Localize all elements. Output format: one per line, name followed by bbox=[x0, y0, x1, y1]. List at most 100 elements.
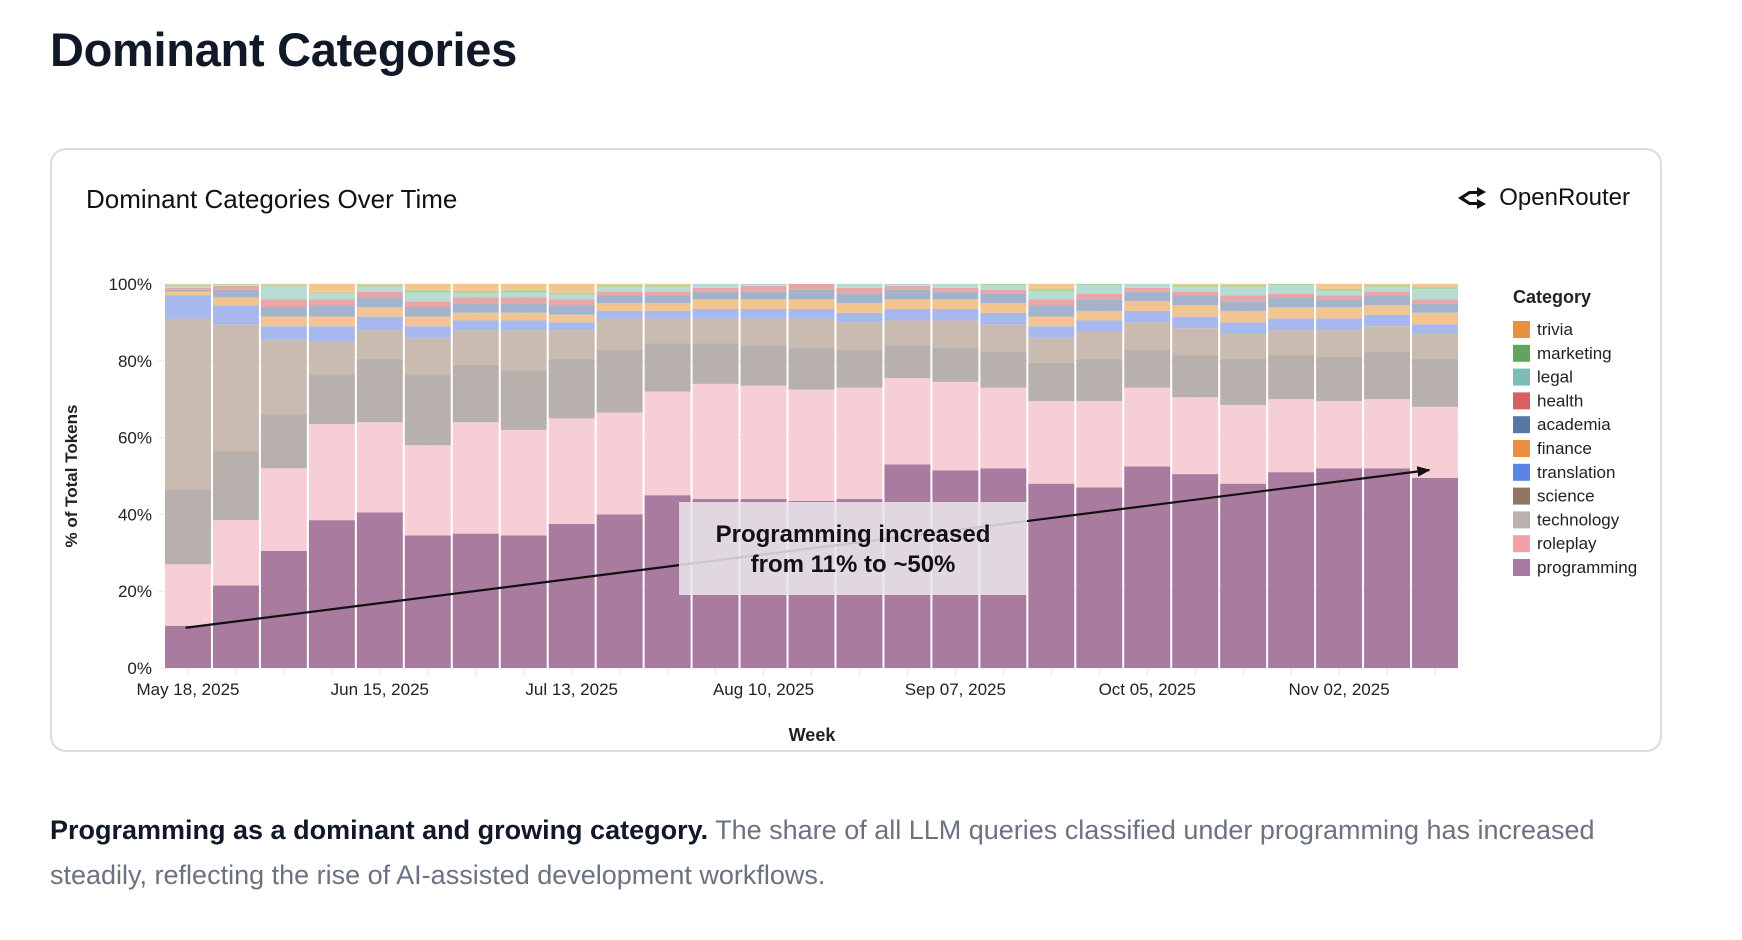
bar-stack bbox=[692, 284, 739, 668]
bar-segment-trivia bbox=[356, 284, 403, 285]
bar-segment-finance bbox=[356, 307, 403, 317]
bar-segment-academia bbox=[356, 297, 403, 308]
bar-segment-technology bbox=[212, 451, 259, 521]
bar-segment-science bbox=[212, 324, 259, 452]
annotation-box bbox=[679, 502, 1027, 595]
bar-stack bbox=[644, 284, 691, 668]
bar-stack bbox=[980, 284, 1027, 668]
bar-segment-roleplay bbox=[356, 422, 403, 513]
bar-stack bbox=[1172, 284, 1219, 668]
bar-segment-technology bbox=[1124, 349, 1171, 388]
bar-segment-finance bbox=[1172, 305, 1219, 317]
bar-segment-translation bbox=[836, 312, 883, 323]
bar-stack bbox=[884, 284, 931, 668]
bar-segment-science bbox=[836, 322, 883, 350]
bar-segment-roleplay bbox=[1124, 387, 1171, 467]
bar-segment-technology bbox=[452, 364, 499, 423]
bar-segment-academia bbox=[596, 295, 643, 304]
y-tick-label: 100% bbox=[109, 275, 152, 294]
bar-segment-finance bbox=[212, 297, 259, 306]
bar-segment-marketing bbox=[165, 284, 211, 286]
bar-stack bbox=[404, 284, 451, 668]
bar-segment-trivia bbox=[1412, 284, 1458, 286]
bar-segment-technology bbox=[1268, 355, 1315, 400]
annotation: Programming increased from 11% to ~50% bbox=[185, 466, 1431, 629]
bar-segment-academia bbox=[788, 289, 835, 300]
bar-segment-trivia bbox=[548, 291, 595, 293]
bar-segment-marketing bbox=[308, 292, 355, 294]
bar-segment-finance bbox=[404, 316, 451, 327]
bar-segment-academia bbox=[500, 303, 547, 313]
bar-segment-marketing bbox=[452, 290, 499, 293]
bar-segment-trivia bbox=[1220, 284, 1267, 286]
bar-segment-science bbox=[1028, 337, 1075, 363]
bar-segment-roleplay bbox=[644, 391, 691, 496]
bar-segment-trivia bbox=[596, 284, 643, 286]
y-tick-label: 60% bbox=[118, 429, 152, 448]
bar-segment-health bbox=[980, 289, 1027, 294]
annotation-text-line2: from 11% to ~50% bbox=[751, 551, 956, 578]
bar-segment-translation bbox=[404, 326, 451, 338]
bar-segment-programming bbox=[596, 514, 643, 668]
bar-segment-programming bbox=[1412, 477, 1458, 668]
bar-segment-science bbox=[500, 330, 547, 371]
legend-item-programming: programming bbox=[1513, 558, 1637, 577]
bar-segment-programming bbox=[548, 524, 595, 668]
chart-card-title: Dominant Categories Over Time bbox=[86, 184, 458, 214]
bar-segment-trivia bbox=[1316, 284, 1363, 288]
bar-segment-legal bbox=[1364, 287, 1411, 292]
bar-segment-legal bbox=[644, 287, 691, 292]
annotation-text-line1: Programming increased bbox=[716, 521, 991, 548]
bar-stack bbox=[1028, 284, 1075, 668]
bar-segment-technology bbox=[548, 358, 595, 419]
bar-segment-marketing bbox=[1172, 285, 1219, 288]
bar-segment-legal bbox=[260, 285, 307, 300]
legend-label: health bbox=[1537, 391, 1583, 410]
bar-stack bbox=[1076, 284, 1123, 668]
legend-item-technology: technology bbox=[1513, 510, 1620, 529]
bar-segment-health bbox=[1172, 291, 1219, 296]
bar-segment-science bbox=[452, 330, 499, 365]
bar-segment-health bbox=[596, 291, 643, 296]
bar-segment-trivia bbox=[1364, 284, 1411, 286]
bar-segment-legal bbox=[452, 292, 499, 298]
bar-segment-academia bbox=[1316, 299, 1363, 308]
bar-segment-programming bbox=[1364, 468, 1411, 668]
bar-segment-marketing bbox=[1220, 285, 1267, 288]
legend-label: marketing bbox=[1537, 344, 1612, 363]
bar-segment-trivia bbox=[165, 284, 211, 285]
bar-segment-roleplay bbox=[1412, 406, 1458, 478]
bar-stack bbox=[356, 284, 403, 668]
bar-segment-legal bbox=[165, 285, 211, 288]
bar-segment-marketing bbox=[1268, 284, 1315, 286]
bar-segment-roleplay bbox=[212, 520, 259, 586]
bar-segment-translation bbox=[740, 308, 787, 319]
bar-stack bbox=[308, 284, 355, 668]
bar-segment-marketing bbox=[1316, 288, 1363, 291]
bar-segment-academia bbox=[1268, 297, 1315, 308]
bar-segment-translation bbox=[1220, 322, 1267, 334]
bar-segment-science bbox=[165, 318, 211, 490]
legend-item-legal: legal bbox=[1513, 368, 1573, 387]
bar-stack bbox=[1220, 284, 1267, 668]
bar-segment-finance bbox=[932, 299, 979, 309]
bar-segment-finance bbox=[596, 303, 643, 311]
bar-segment-roleplay bbox=[1364, 399, 1411, 469]
legend-label: roleplay bbox=[1537, 534, 1597, 553]
bar-segment-programming bbox=[1028, 483, 1075, 668]
bar-segment-translation bbox=[884, 308, 931, 321]
bar-segment-finance bbox=[548, 314, 595, 323]
bar-segment-technology bbox=[308, 374, 355, 425]
bar-segment-roleplay bbox=[1316, 401, 1363, 469]
bar-segment-finance bbox=[1028, 316, 1075, 327]
legend-swatch bbox=[1513, 463, 1530, 481]
bar-segment-technology bbox=[1172, 355, 1219, 398]
legend-swatch bbox=[1513, 535, 1530, 553]
y-axis-label: % of Total Tokens bbox=[62, 405, 81, 548]
bar-segment-health bbox=[404, 301, 451, 308]
bar-segment-finance bbox=[1316, 307, 1363, 319]
bar-segment-science bbox=[1124, 322, 1171, 350]
x-axis-label: Week bbox=[789, 725, 837, 745]
bar-segment-science bbox=[980, 324, 1027, 352]
bar-segment-science bbox=[308, 341, 355, 375]
